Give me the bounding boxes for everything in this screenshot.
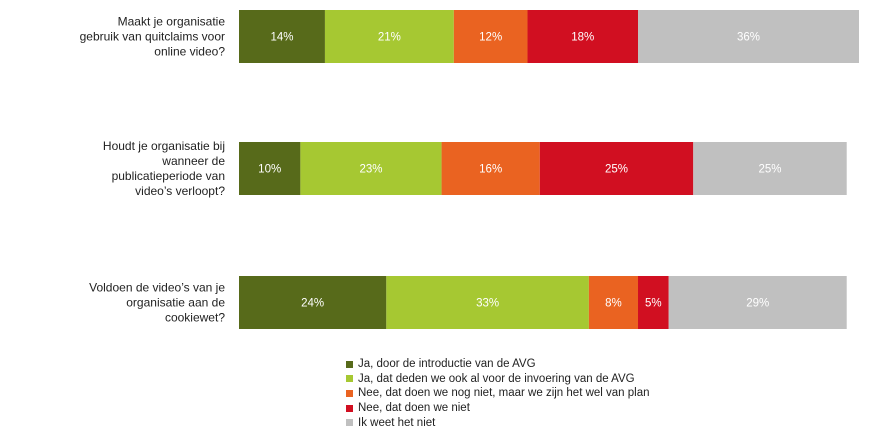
data-label: 10% <box>258 164 281 176</box>
bar-segment <box>638 276 669 329</box>
data-label: 36% <box>737 32 760 44</box>
question-label-line: video’s verloopt? <box>135 184 225 198</box>
legend-item: Ik weet het niet <box>346 415 650 430</box>
legend-label: Ja, dat deden we ook al voor de invoerin… <box>358 372 635 385</box>
legend-swatch <box>346 419 353 427</box>
data-label: 14% <box>270 32 293 44</box>
legend-item: Nee, dat doen we niet <box>346 401 650 416</box>
legend-swatch <box>346 360 353 368</box>
data-label: 25% <box>605 164 628 176</box>
bar-segment <box>638 10 859 63</box>
legend-swatch <box>346 404 353 412</box>
question-label-line: wanneer de <box>161 154 225 168</box>
question-label: Voldoen de video’s van je organisatie aan… <box>89 281 225 325</box>
question-label-line: Houdt je organisatie bij <box>103 139 225 153</box>
bar-segment <box>239 276 387 329</box>
legend-item: Nee, dat doen we nog niet, maar we zijn … <box>346 386 650 401</box>
bar-segment <box>300 142 442 195</box>
question-label-line: publicatieperiode van <box>112 169 225 183</box>
question-label-line: Maakt je organisatie <box>118 15 226 29</box>
chart-legend: Ja, door de introductie van de AVG Ja, da… <box>346 357 650 430</box>
question-label-line: Voldoen de video’s van je <box>89 281 225 295</box>
bar-segment <box>668 276 847 329</box>
legend-label: Ja, door de introductie van de AVG <box>358 358 536 371</box>
legend-item: Ja, door de introductie van de AVG <box>346 357 650 372</box>
question-label-line: gebruik van quitclaims voor <box>80 30 225 44</box>
data-label: 18% <box>571 32 594 44</box>
data-label: 12% <box>479 32 502 44</box>
bar-segment <box>239 142 301 195</box>
question-label: Houdt je organisatie bij wanneer de public… <box>103 139 225 198</box>
legend-label: Ik weet het niet <box>358 416 436 429</box>
bar-segment <box>324 10 454 63</box>
bar-segment <box>239 10 325 63</box>
bar-segment <box>386 276 589 329</box>
question-label-line: cookiewet? <box>165 311 225 325</box>
question-label-line: online video? <box>154 45 225 59</box>
data-label: 23% <box>359 164 382 176</box>
bar-segment <box>588 276 639 329</box>
data-label: 16% <box>479 164 502 176</box>
data-label: 29% <box>746 298 769 310</box>
question-label-line: organisatie aan de <box>126 296 225 310</box>
data-label: 5% <box>645 298 662 310</box>
bar-segment <box>453 10 528 63</box>
bar-segment <box>539 142 694 195</box>
bar-segment <box>693 142 847 195</box>
data-label: 21% <box>378 32 401 44</box>
bar-segment <box>441 142 540 195</box>
data-label: 8% <box>605 298 622 310</box>
data-label: 24% <box>301 298 324 310</box>
legend-swatch <box>346 389 353 397</box>
data-label: 25% <box>758 164 781 176</box>
legend-item: Ja, dat deden we ook al voor de invoerin… <box>346 372 650 387</box>
legend-label: Nee, dat doen we nog niet, maar we zijn … <box>358 387 650 400</box>
bar-segment <box>527 10 639 63</box>
question-label: Maakt je organisatie gebruik van quitclai… <box>80 15 226 59</box>
legend-swatch <box>346 375 353 383</box>
legend-label: Nee, dat doen we niet <box>358 402 470 415</box>
stacked-bar-chart: Maakt je organisatie gebruik van quitclai… <box>80 10 859 329</box>
data-label: 33% <box>476 298 499 310</box>
